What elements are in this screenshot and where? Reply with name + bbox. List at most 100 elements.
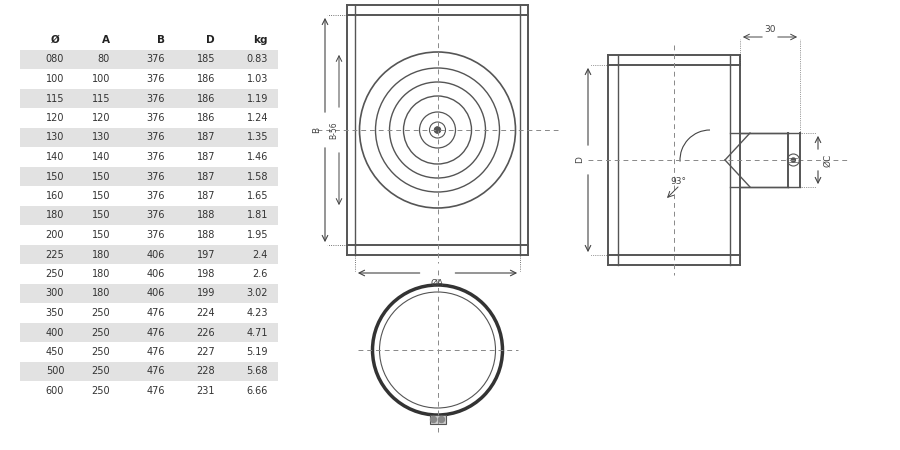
Text: 300: 300 [46,288,64,298]
Text: B: B [312,127,321,133]
Text: 186: 186 [196,113,215,123]
Bar [20,362,278,381]
Text: 130: 130 [92,132,110,143]
Text: 5.68: 5.68 [247,366,268,377]
Text: 150: 150 [92,191,110,201]
Text: 226: 226 [196,328,215,338]
Text: kg: kg [254,35,268,45]
Text: 150: 150 [92,211,110,220]
Text: 4.23: 4.23 [247,308,268,318]
Text: 186: 186 [196,94,215,104]
Text: 180: 180 [92,249,110,260]
Bar [20,284,278,303]
Text: 100: 100 [46,74,64,84]
Text: 180: 180 [92,269,110,279]
Bar [20,89,278,108]
Text: 476: 476 [147,386,165,396]
Text: 188: 188 [196,230,215,240]
Text: A: A [102,35,110,45]
Text: 1.19: 1.19 [247,94,268,104]
Text: 376: 376 [147,171,165,181]
Circle shape [791,158,796,162]
Text: 200: 200 [46,230,64,240]
Bar [20,128,278,147]
Text: 376: 376 [147,74,165,84]
Text: 1.81: 1.81 [247,211,268,220]
Text: 0.83: 0.83 [247,54,268,64]
Text: 406: 406 [147,249,165,260]
Text: 180: 180 [92,288,110,298]
Text: 2.4: 2.4 [253,249,268,260]
Text: 227: 227 [196,347,215,357]
Text: 250: 250 [92,386,110,396]
Text: 115: 115 [46,94,64,104]
Circle shape [435,127,440,133]
Text: B-56: B-56 [329,121,338,139]
Text: D: D [575,157,584,163]
Bar [429,415,445,424]
Text: 500: 500 [46,366,64,377]
Text: 476: 476 [147,308,165,318]
Text: 120: 120 [46,113,64,123]
Text: 150: 150 [46,171,64,181]
Text: 160: 160 [46,191,64,201]
Text: 224: 224 [196,308,215,318]
Bar [20,206,278,225]
Text: 80: 80 [98,54,110,64]
Text: 450: 450 [46,347,64,357]
Text: 1.03: 1.03 [247,74,268,84]
Text: 350: 350 [46,308,64,318]
Text: 1.35: 1.35 [247,132,268,143]
Text: 406: 406 [147,288,165,298]
Text: ØA: ØA [431,279,444,288]
Text: 120: 120 [92,113,110,123]
Text: 376: 376 [147,113,165,123]
Text: 1.24: 1.24 [247,113,268,123]
Text: 100: 100 [92,74,110,84]
Bar [20,50,278,69]
Text: 150: 150 [92,171,110,181]
Text: 187: 187 [196,171,215,181]
Text: 231: 231 [196,386,215,396]
Text: 3.02: 3.02 [247,288,268,298]
Text: 250: 250 [92,347,110,357]
Text: 140: 140 [46,152,64,162]
Text: 197: 197 [196,249,215,260]
Text: 4.71: 4.71 [247,328,268,338]
Text: 1.95: 1.95 [247,230,268,240]
Text: 250: 250 [92,328,110,338]
Text: 376: 376 [147,191,165,201]
Text: 376: 376 [147,94,165,104]
Bar [20,245,278,264]
Text: 376: 376 [147,54,165,64]
Text: 406: 406 [147,269,165,279]
Bar [20,323,278,342]
Text: 250: 250 [46,269,64,279]
Text: 185: 185 [196,54,215,64]
Text: 376: 376 [147,132,165,143]
Text: 180: 180 [46,211,64,220]
Text: 130: 130 [46,132,64,143]
Text: 1.65: 1.65 [247,191,268,201]
Text: 1.46: 1.46 [247,152,268,162]
Text: 376: 376 [147,211,165,220]
Text: 187: 187 [196,132,215,143]
Text: 476: 476 [147,366,165,377]
Text: 376: 376 [147,230,165,240]
Text: 376: 376 [147,152,165,162]
Text: B: B [157,35,165,45]
Text: 225: 225 [46,249,65,260]
Text: 476: 476 [147,347,165,357]
Text: ØC: ØC [824,153,832,166]
Text: 600: 600 [46,386,64,396]
Text: 187: 187 [196,191,215,201]
Text: 5.19: 5.19 [247,347,268,357]
Text: 150: 150 [92,230,110,240]
Circle shape [438,417,445,423]
Text: 250: 250 [92,308,110,318]
Text: 115: 115 [92,94,110,104]
Text: 140: 140 [92,152,110,162]
Text: 198: 198 [196,269,215,279]
Circle shape [430,417,436,423]
Text: 250: 250 [92,366,110,377]
